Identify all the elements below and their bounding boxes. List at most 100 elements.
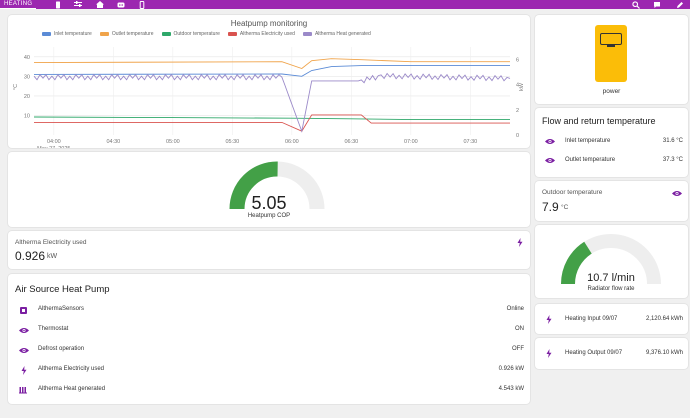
y-right-tick-label: 4 xyxy=(516,83,519,89)
inlet-temp-label: Inlet temperature xyxy=(565,138,611,144)
robot-icon[interactable] xyxy=(116,0,126,9)
search-icon[interactable] xyxy=(631,0,641,9)
y-left-tick-label: 20 xyxy=(24,94,30,100)
cop-label: Heatpump COP xyxy=(247,213,291,219)
ashp-row-value: 0.926 kW xyxy=(498,366,524,372)
legend-swatch xyxy=(161,31,171,36)
flow-rate-value: 10.7 l/min xyxy=(587,272,635,284)
x-tick-label: 06:30 xyxy=(344,139,358,145)
radiator-flow-rate-card[interactable]: 10.7 l/min Radiator flow rate xyxy=(535,225,688,298)
outdoor-unit: °C xyxy=(561,204,569,211)
electricity-value: 0.926 xyxy=(15,249,46,263)
outdoor-temperature-card[interactable]: Outdoor temperature 7.9 °C xyxy=(535,181,688,221)
legend-swatch xyxy=(42,31,51,36)
ashp-row-value: 4.543 kW xyxy=(498,386,524,392)
cop-gauge xyxy=(229,161,325,210)
ashp-row-value: ON xyxy=(515,326,524,332)
y-right-tick-label: 0 xyxy=(516,133,519,139)
electricity-used-card[interactable]: Altherma Electricity used 0.926 kW xyxy=(8,231,530,269)
ashp-row-value: OFF xyxy=(512,346,524,352)
y-right-tick-label: 2 xyxy=(516,108,519,114)
x-tick-label: 07:30 xyxy=(463,139,477,145)
series-line-4[interactable] xyxy=(33,72,511,133)
electricity-title: Altherma Electricity used xyxy=(15,239,87,246)
ashp-row-label: Thermostat xyxy=(38,326,69,332)
power-icon xyxy=(595,25,627,82)
legend-item[interactable]: Inlet temperature xyxy=(42,31,92,37)
legend-label: Altherma Electricity used xyxy=(239,31,295,37)
power-label: power xyxy=(602,88,621,95)
outdoor-value: 7.9 xyxy=(542,200,559,214)
flash-icon xyxy=(545,348,553,358)
heating-output-card[interactable]: Heating Output 09/07 9,376.10 kWh xyxy=(535,338,688,369)
y-left-tick-label: 30 xyxy=(24,74,30,80)
pencil-icon[interactable] xyxy=(675,0,685,9)
legend-label: Inlet temperature xyxy=(54,31,92,37)
series-line-0[interactable] xyxy=(33,65,510,77)
eye-icon xyxy=(671,189,683,197)
heating-output-value: 9,376.10 kWh xyxy=(645,350,683,356)
x-tick-label: 04:00 xyxy=(47,139,61,145)
ashp-row-label: AlthermaSensors xyxy=(38,306,85,312)
sliders-icon[interactable] xyxy=(73,0,83,9)
gauge-fill xyxy=(229,161,278,210)
assist-icon[interactable] xyxy=(652,0,662,9)
flash-icon xyxy=(545,314,553,324)
ashp-row-label: Defrost operation xyxy=(38,346,85,352)
series-line-1[interactable] xyxy=(33,58,510,70)
legend-label: Outlet temperature xyxy=(111,31,154,37)
legend-item[interactable]: Outlet temperature xyxy=(99,31,154,37)
heating-input-value: 2,120.64 kWh xyxy=(645,316,683,322)
series-line-2[interactable] xyxy=(33,116,510,121)
heatpump-monitoring-chart-card: Heatpump monitoring Inlet temperature Out… xyxy=(8,15,530,148)
flow-rate-gauge xyxy=(561,234,661,285)
legend-label: Outdoor temperature xyxy=(173,31,220,37)
chart-title: Heatpump monitoring xyxy=(230,19,308,28)
heating-input-card[interactable]: Heating Input 09/07 2,120.64 kWh xyxy=(535,304,688,334)
series-line-3[interactable] xyxy=(34,114,510,132)
top-app-bar: HEATING xyxy=(0,0,690,9)
y-left-tick-label: 40 xyxy=(24,55,30,61)
legend-item[interactable]: Outdoor temperature xyxy=(161,31,220,37)
inlet-temp-value: 31.6 °C xyxy=(662,138,683,144)
eye-icon xyxy=(544,156,556,164)
heating-input-label: Heating Input 09/07 xyxy=(565,316,618,322)
outlet-temp-label: Outlet temperature xyxy=(565,157,616,163)
y-left-axis-label: °C xyxy=(13,84,19,90)
ashp-row-value: Online xyxy=(506,306,524,312)
eye-icon xyxy=(544,137,556,145)
ashp-row-label: Altherma Heat generated xyxy=(38,386,106,392)
chart-plot[interactable]: 10 20 30 40 0 2 4 6 °C kW 04:00 04:30 05:00 05:30 06:0… xyxy=(8,15,530,148)
y-left-tick-label: 10 xyxy=(24,113,30,119)
eye-icon xyxy=(18,345,29,355)
legend-swatch xyxy=(99,31,109,36)
chart-legend: Inlet temperature Outlet temperature Outdo… xyxy=(42,31,371,37)
x-tick-label: 05:00 xyxy=(166,139,180,145)
flow-return-card: Flow and return temperature Inlet temper… xyxy=(535,108,688,177)
ashp-title: Air Source Heat Pump xyxy=(15,284,110,295)
gauge-fill xyxy=(561,241,593,285)
x-tick-label: 06:00 xyxy=(285,139,299,145)
flow-title: Flow and return temperature xyxy=(542,116,656,126)
outlet-temp-value: 37.3 °C xyxy=(662,157,683,163)
air-source-heat-pump-card: Air Source Heat Pump AlthermaSensors Onli… xyxy=(8,274,530,404)
power-card[interactable]: power xyxy=(535,15,688,104)
y-right-axis-label: kW xyxy=(519,82,525,91)
home-icon[interactable] xyxy=(95,0,105,9)
cop-value: 5.05 xyxy=(251,193,287,213)
legend-swatch xyxy=(227,31,237,36)
tab-heating[interactable]: HEATING xyxy=(0,0,37,9)
phone-icon[interactable] xyxy=(137,0,147,9)
heating-output-label: Heating Output 09/07 xyxy=(565,350,623,356)
fridge-icon[interactable] xyxy=(53,0,63,9)
flash-icon xyxy=(516,238,524,247)
radiator-icon xyxy=(18,385,29,395)
legend-swatch xyxy=(302,31,312,36)
flow-rate-label: Radiator flow rate xyxy=(587,286,635,292)
cop-gauge-card[interactable]: 5.05 Heatpump COP xyxy=(8,152,530,227)
legend-item[interactable]: Altherma Heat generated xyxy=(302,31,371,37)
ashp-row-label: Altherma Electricity used xyxy=(38,366,105,372)
chip-icon xyxy=(18,305,29,315)
x-tick-label: 07:00 xyxy=(404,139,418,145)
legend-item[interactable]: Altherma Electricity used xyxy=(227,31,295,37)
